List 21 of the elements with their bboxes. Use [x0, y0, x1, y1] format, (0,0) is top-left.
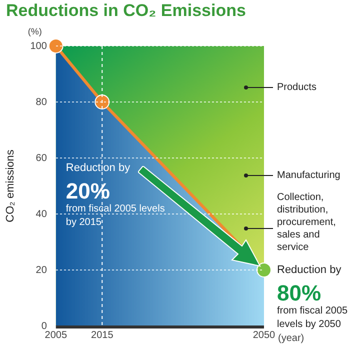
point [48, 38, 64, 54]
x-tick-label: 2015 [91, 330, 114, 341]
y-tick-label: 60 [36, 152, 48, 164]
y-tick-label: 80 [36, 96, 48, 108]
y-tick-label: 0 [41, 320, 48, 332]
y-axis-title: CO₂ emissions [4, 149, 17, 222]
y-tick-label: 20 [36, 264, 48, 276]
text: Collection, distribution, procurement, sales and service [277, 192, 336, 253]
point [94, 94, 110, 110]
y-tick-label: 40 [36, 208, 48, 220]
x-tick-label: 2050 [252, 330, 276, 341]
text: Products [277, 82, 316, 93]
text: Manufacturing [277, 170, 340, 181]
x-tick-label: 2005 [44, 330, 68, 341]
text: (%) [28, 26, 42, 36]
text: Reduction by 80% from fiscal 2005 levels by 2050 [277, 264, 348, 330]
annotation: Reduction by 20% from fiscal 2005 levels by 2015 [66, 162, 165, 228]
point [256, 262, 272, 278]
x-axis-title: (year) [278, 332, 304, 344]
y-tick-label: 100 [30, 40, 48, 52]
chart-title: Reductions in CO₂ Emissions [6, 1, 246, 21]
